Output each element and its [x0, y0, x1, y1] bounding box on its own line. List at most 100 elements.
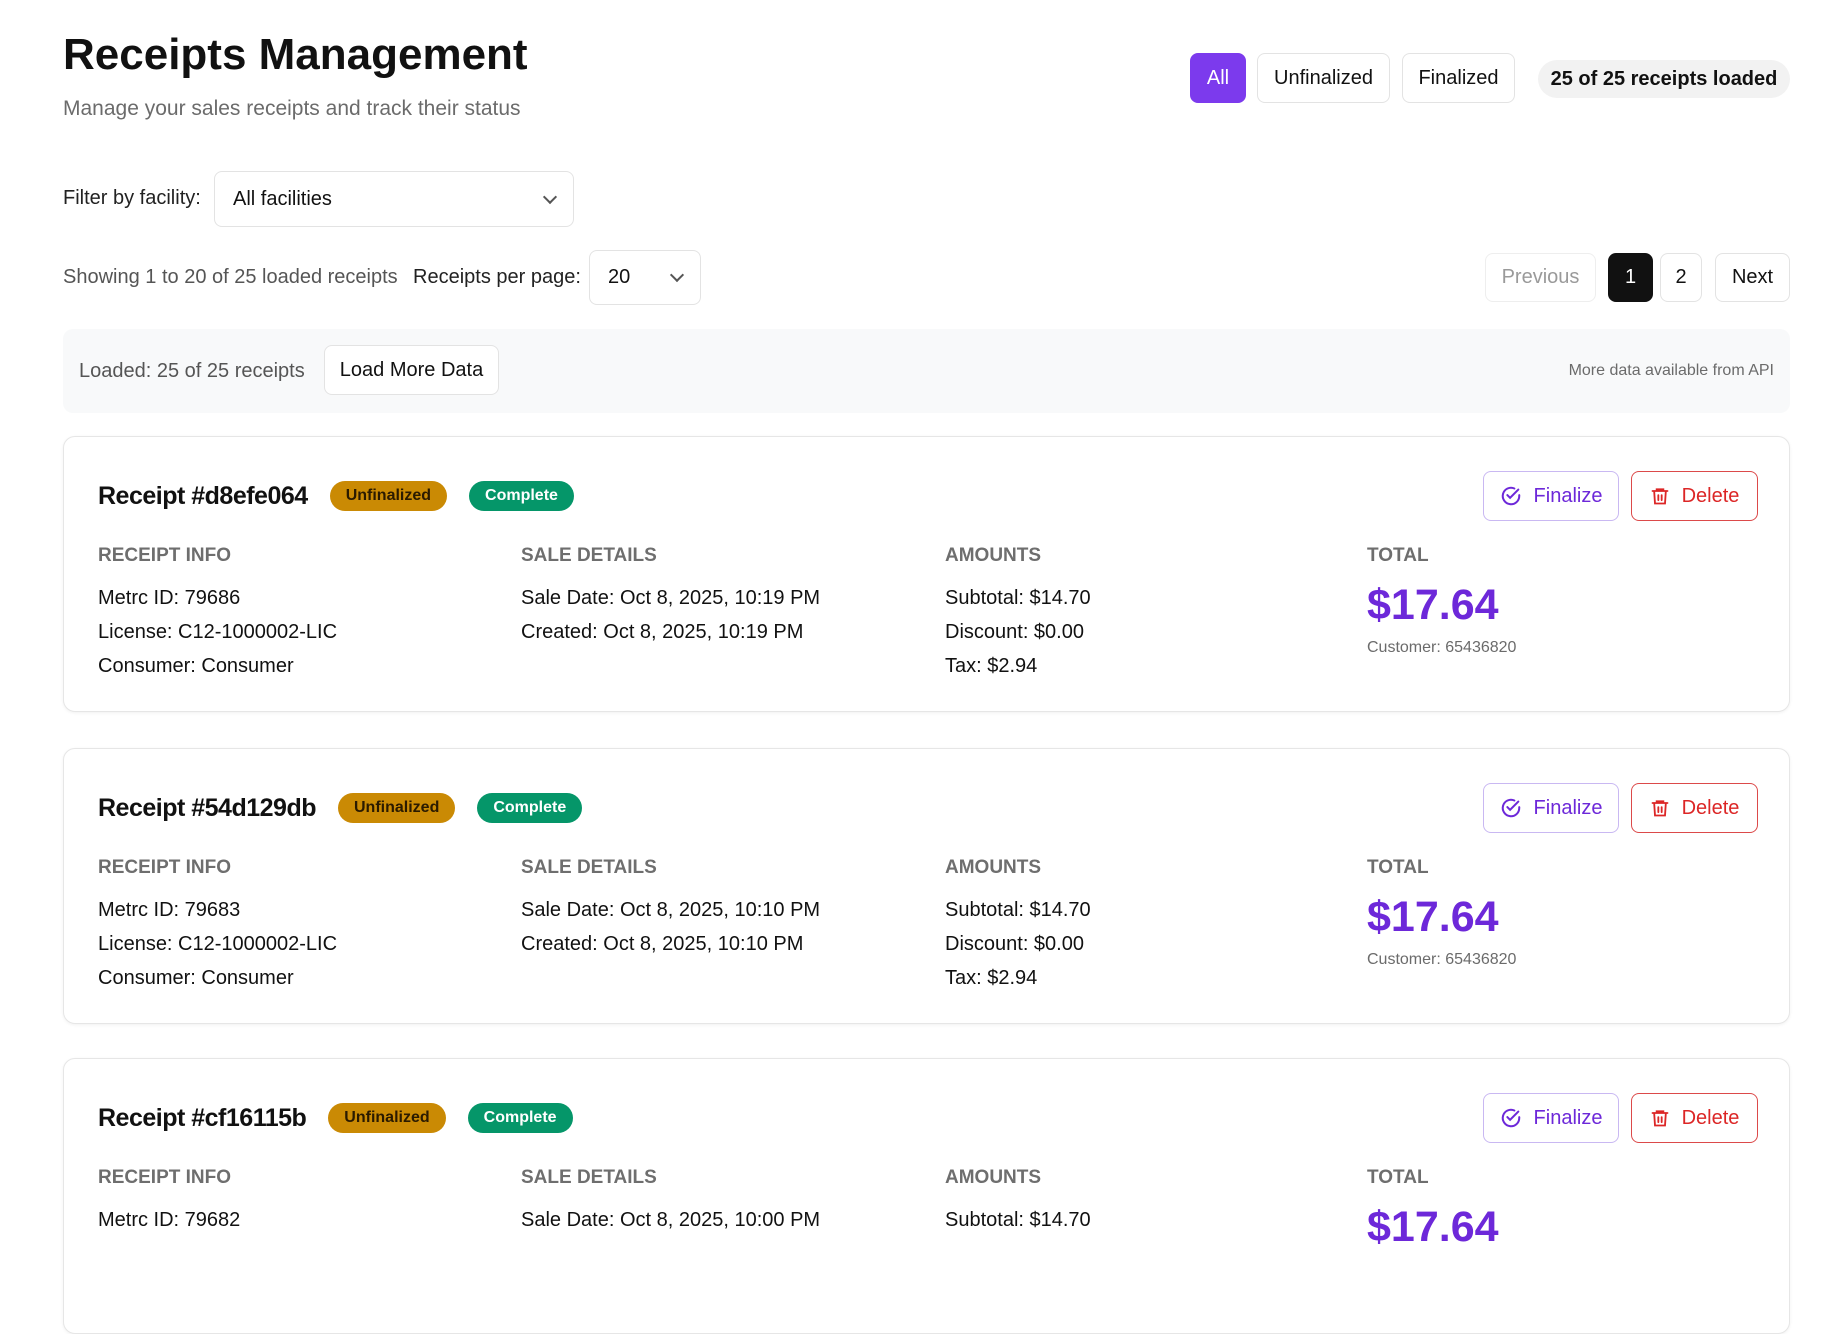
receipt-title: Receipt #d8efe064	[98, 481, 308, 510]
section-heading: AMOUNTS	[945, 857, 1042, 878]
next-page-button[interactable]: Next	[1715, 253, 1790, 302]
total-amount: $17.64	[1367, 893, 1499, 941]
total-amount: $17.64	[1367, 581, 1499, 629]
metrc-id: Metrc ID: 79683	[98, 899, 241, 921]
total-section: TOTAL $17.64 Customer: 65436820	[1367, 545, 1516, 657]
receipt-title: Receipt #54d129db	[98, 793, 317, 822]
consumer: Consumer: Consumer	[98, 967, 294, 989]
filter-unfinalized-button[interactable]: Unfinalized	[1257, 53, 1390, 103]
sale-date: Sale Date: Oct 8, 2025, 10:10 PM	[521, 899, 821, 921]
section-heading: SALE DETAILS	[521, 545, 657, 566]
section-heading: TOTAL	[1367, 1167, 1429, 1188]
discount: Discount: $0.00	[945, 933, 1084, 955]
page-subtitle: Manage your sales receipts and track the…	[63, 97, 521, 120]
page-title: Receipts Management	[63, 30, 528, 79]
discount: Discount: $0.00	[945, 621, 1084, 643]
subtotal: Subtotal: $14.70	[945, 1209, 1091, 1231]
delete-button[interactable]: Delete	[1631, 471, 1758, 521]
metrc-id: Metrc ID: 79682	[98, 1209, 241, 1231]
receipt-info-section: RECEIPT INFO Metrc ID: 79682	[98, 1167, 240, 1237]
customer-id: Customer: 65436820	[1367, 951, 1517, 968]
chevron-down-icon	[542, 189, 558, 204]
amounts-section: AMOUNTS Subtotal: $14.70 Discount: $0.00…	[945, 545, 1091, 683]
facility-filter-label: Filter by facility:	[63, 187, 201, 209]
finalize-button[interactable]: Finalize	[1483, 783, 1619, 833]
page-2-button[interactable]: 2	[1660, 253, 1702, 302]
check-circle-icon	[1501, 486, 1520, 506]
total-amount: $17.64	[1367, 1203, 1499, 1251]
showing-text: Showing 1 to 20 of 25 loaded receipts	[63, 266, 398, 288]
facility-select-value: All facilities	[233, 187, 332, 210]
loaded-status: Loaded: 25 of 25 receipts	[79, 360, 305, 382]
delete-button[interactable]: Delete	[1631, 1093, 1758, 1143]
filter-all-button[interactable]: All	[1190, 53, 1246, 103]
sale-date: Sale Date: Oct 8, 2025, 10:19 PM	[521, 587, 821, 609]
completion-status-badge: Complete	[477, 793, 583, 823]
facility-select[interactable]: All facilities	[214, 171, 574, 227]
per-page-select[interactable]: 20	[589, 250, 701, 305]
trash-icon	[1651, 488, 1669, 505]
receipt-info-section: RECEIPT INFO Metrc ID: 79683 License: C1…	[98, 857, 337, 995]
license: License: C12-1000002-LIC	[98, 621, 338, 643]
filter-finalized-button[interactable]: Finalized	[1402, 53, 1515, 103]
finalization-status-badge: Unfinalized	[338, 793, 456, 823]
created-date: Created: Oct 8, 2025, 10:19 PM	[521, 621, 804, 643]
section-heading: TOTAL	[1367, 545, 1429, 566]
delete-label: Delete	[1681, 796, 1740, 819]
amounts-section: AMOUNTS Subtotal: $14.70	[945, 1167, 1091, 1237]
chevron-down-icon	[669, 267, 685, 283]
per-page-label: Receipts per page:	[413, 266, 581, 288]
completion-status-badge: Complete	[467, 1103, 573, 1133]
tax: Tax: $2.94	[945, 967, 1038, 989]
page-1-button[interactable]: 1	[1608, 253, 1653, 302]
receipt-card: Receipt #d8efe064 Unfinalized Complete F…	[63, 436, 1790, 712]
previous-page-button[interactable]: Previous	[1485, 253, 1596, 302]
amounts-section: AMOUNTS Subtotal: $14.70 Discount: $0.00…	[945, 857, 1091, 995]
loaded-count-badge: 25 of 25 receipts loaded	[1538, 60, 1790, 98]
section-heading: RECEIPT INFO	[98, 545, 232, 566]
section-heading: TOTAL	[1367, 857, 1429, 878]
finalize-button[interactable]: Finalize	[1483, 471, 1619, 521]
sale-date: Sale Date: Oct 8, 2025, 10:00 PM	[521, 1209, 821, 1231]
section-heading: AMOUNTS	[945, 1167, 1042, 1188]
subtotal: Subtotal: $14.70	[945, 899, 1091, 921]
total-section: TOTAL $17.64 Customer: 65436820	[1367, 857, 1516, 969]
finalize-label: Finalize	[1533, 484, 1603, 507]
metrc-id: Metrc ID: 79686	[98, 587, 241, 609]
sale-details-section: SALE DETAILS Sale Date: Oct 8, 2025, 10:…	[521, 1167, 820, 1237]
receipt-info-section: RECEIPT INFO Metrc ID: 79686 License: C1…	[98, 545, 337, 683]
finalize-button[interactable]: Finalize	[1483, 1093, 1619, 1143]
api-note: More data available from API	[1568, 362, 1774, 379]
receipt-card: Receipt #cf16115b Unfinalized Complete F…	[63, 1058, 1790, 1334]
sale-details-section: SALE DETAILS Sale Date: Oct 8, 2025, 10:…	[521, 857, 820, 961]
section-heading: RECEIPT INFO	[98, 1167, 232, 1188]
check-circle-icon	[1501, 1108, 1520, 1128]
created-date: Created: Oct 8, 2025, 10:10 PM	[521, 933, 804, 955]
load-more-button[interactable]: Load More Data	[324, 345, 499, 395]
trash-icon	[1651, 1110, 1669, 1127]
section-heading: SALE DETAILS	[521, 1167, 657, 1188]
subtotal: Subtotal: $14.70	[945, 587, 1091, 609]
delete-button[interactable]: Delete	[1631, 783, 1758, 833]
license: License: C12-1000002-LIC	[98, 933, 338, 955]
receipt-card: Receipt #54d129db Unfinalized Complete F…	[63, 748, 1790, 1024]
section-heading: AMOUNTS	[945, 545, 1042, 566]
sale-details-section: SALE DETAILS Sale Date: Oct 8, 2025, 10:…	[521, 545, 820, 649]
receipt-title: Receipt #cf16115b	[98, 1103, 307, 1132]
completion-status-badge: Complete	[469, 481, 574, 511]
per-page-value: 20	[608, 266, 631, 288]
finalization-status-badge: Unfinalized	[329, 481, 448, 511]
customer-id: Customer: 65436820	[1367, 639, 1517, 656]
delete-label: Delete	[1681, 1106, 1740, 1129]
consumer: Consumer: Consumer	[98, 655, 294, 677]
total-section: TOTAL $17.64	[1367, 1167, 1499, 1255]
finalize-label: Finalize	[1533, 796, 1603, 819]
load-data-panel: Loaded: 25 of 25 receipts Load More Data…	[63, 329, 1790, 413]
tax: Tax: $2.94	[945, 655, 1038, 677]
delete-label: Delete	[1681, 484, 1740, 507]
finalization-status-badge: Unfinalized	[328, 1103, 446, 1133]
trash-icon	[1651, 800, 1669, 817]
section-heading: RECEIPT INFO	[98, 857, 232, 878]
check-circle-icon	[1501, 798, 1520, 818]
section-heading: SALE DETAILS	[521, 857, 657, 878]
